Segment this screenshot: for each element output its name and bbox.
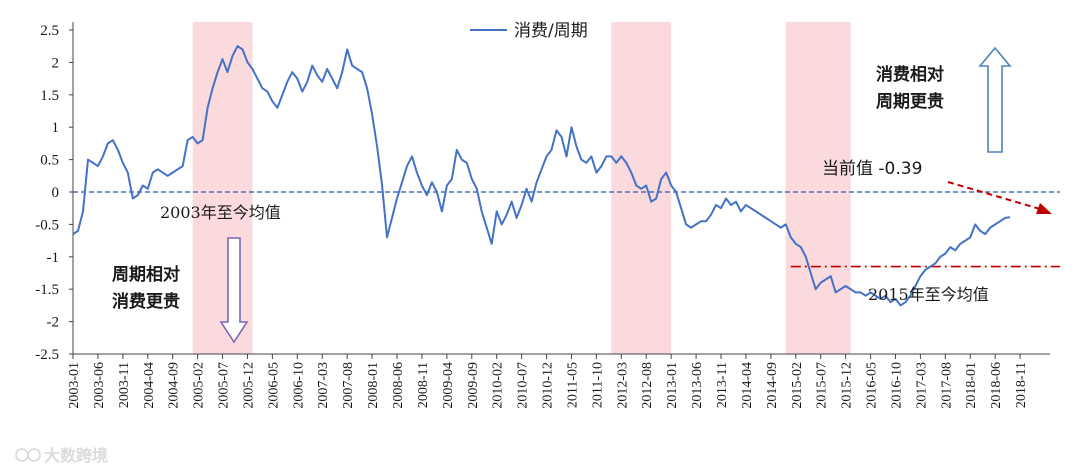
x-tick-label: 2008-06 bbox=[391, 362, 406, 409]
x-tick-label: 2015-02 bbox=[790, 362, 805, 409]
y-axis: 2.5 2 1.5 1 0.5 0 -0.5 -1 -1.5 -2 -2.5 bbox=[35, 22, 74, 363]
x-tick-label: 2017-03 bbox=[914, 362, 929, 409]
mean-2015-label: 2015年至今均值 bbox=[868, 285, 989, 304]
shaded-period-2 bbox=[785, 22, 851, 354]
x-tick-label: 2013-01 bbox=[665, 362, 680, 409]
x-tick-label: 2011-10 bbox=[590, 362, 605, 408]
x-tick-label: 2004-09 bbox=[167, 362, 182, 409]
y-tick-label: 0.5 bbox=[40, 153, 59, 169]
down-arrow-text-line2: 消费更贵 bbox=[112, 291, 180, 312]
series-line bbox=[72, 45, 1011, 307]
x-tick-label: 2007-08 bbox=[341, 362, 356, 409]
x-tick-label: 2004-04 bbox=[142, 362, 157, 409]
x-tick-label: 2009-09 bbox=[466, 362, 481, 409]
x-tick-label: 2006-10 bbox=[291, 362, 306, 409]
mean-2003-label: 2003年至今均值 bbox=[160, 203, 281, 222]
up-arrow-text-line2: 周期更贵 bbox=[876, 91, 944, 112]
down-arrow-text-line1: 周期相对 bbox=[112, 264, 180, 285]
legend: 消费/周期 bbox=[470, 21, 588, 41]
x-tick-label: 2003-06 bbox=[92, 362, 107, 409]
down-arrow-icon bbox=[219, 237, 249, 344]
shaded-periods bbox=[192, 22, 851, 354]
y-tick-label: 2.5 bbox=[40, 23, 59, 39]
y-tick-label: 1 bbox=[52, 120, 60, 136]
x-tick-label: 2010-07 bbox=[516, 362, 531, 409]
y-tick-label: -1.5 bbox=[35, 282, 59, 298]
x-tick-label: 2016-10 bbox=[889, 362, 904, 409]
y-tick-label: 0 bbox=[52, 185, 60, 201]
x-tick-label: 2005-07 bbox=[217, 362, 232, 409]
x-tick-label: 2014-09 bbox=[765, 362, 780, 409]
shaded-period-0 bbox=[192, 22, 253, 354]
current-value-label: 当前值 -0.39 bbox=[822, 159, 922, 179]
x-tick-label: 2015-07 bbox=[815, 362, 830, 409]
x-tick-label: 2006-05 bbox=[266, 362, 281, 409]
x-tick-label: 2013-11 bbox=[715, 362, 730, 408]
x-axis: 2003-01 2003-06 2003-11 2004-04 2004-09 2005-… bbox=[67, 353, 1050, 409]
y-tick-label: -2 bbox=[47, 315, 60, 331]
y-tick-label: -1 bbox=[47, 250, 60, 266]
x-tick-label: 2013-06 bbox=[690, 362, 705, 409]
x-tick-label: 2005-12 bbox=[241, 362, 256, 409]
y-tick-label: 1.5 bbox=[40, 88, 59, 104]
x-tick-label: 2011-05 bbox=[565, 362, 580, 408]
watermark-logo: 大数跨境 bbox=[15, 446, 108, 465]
y-tick-label: -2.5 bbox=[35, 347, 59, 363]
x-tick-label: 2010-12 bbox=[541, 362, 556, 409]
x-tick-label: 2009-04 bbox=[441, 362, 456, 409]
x-tick-label: 2003-01 bbox=[67, 362, 82, 409]
x-tick-label: 2008-01 bbox=[366, 362, 381, 409]
reference-lines bbox=[73, 191, 1060, 268]
x-tick-label: 2018-06 bbox=[989, 362, 1004, 409]
x-tick-label: 2012-03 bbox=[615, 362, 630, 409]
x-tick-label: 2012-08 bbox=[640, 362, 655, 409]
x-tick-label: 2007-03 bbox=[316, 362, 331, 409]
x-tick-label: 2015-12 bbox=[840, 362, 855, 409]
x-tick-label: 2018-11 bbox=[1014, 362, 1029, 408]
x-tick-label: 2008-11 bbox=[416, 362, 431, 408]
x-tick-label: 2018-01 bbox=[964, 362, 979, 409]
x-tick-label: 2016-05 bbox=[865, 362, 880, 409]
up-arrow-icon bbox=[978, 46, 1012, 153]
x-tick-label: 2010-02 bbox=[491, 362, 506, 409]
svg-text:大数跨境: 大数跨境 bbox=[44, 446, 108, 465]
x-tick-label: 2014-04 bbox=[740, 362, 755, 409]
y-tick-label: 2 bbox=[52, 55, 60, 71]
y-tick-label: -0.5 bbox=[35, 217, 59, 233]
series-group bbox=[72, 45, 1011, 307]
x-tick-label: 2017-08 bbox=[939, 362, 954, 409]
current-value-arrow bbox=[947, 181, 1052, 214]
x-tick-label: 2003-11 bbox=[117, 362, 132, 408]
legend-label: 消费/周期 bbox=[514, 21, 588, 41]
up-arrow-text-line1: 消费相对 bbox=[876, 64, 944, 85]
x-tick-label: 2005-02 bbox=[192, 362, 207, 409]
